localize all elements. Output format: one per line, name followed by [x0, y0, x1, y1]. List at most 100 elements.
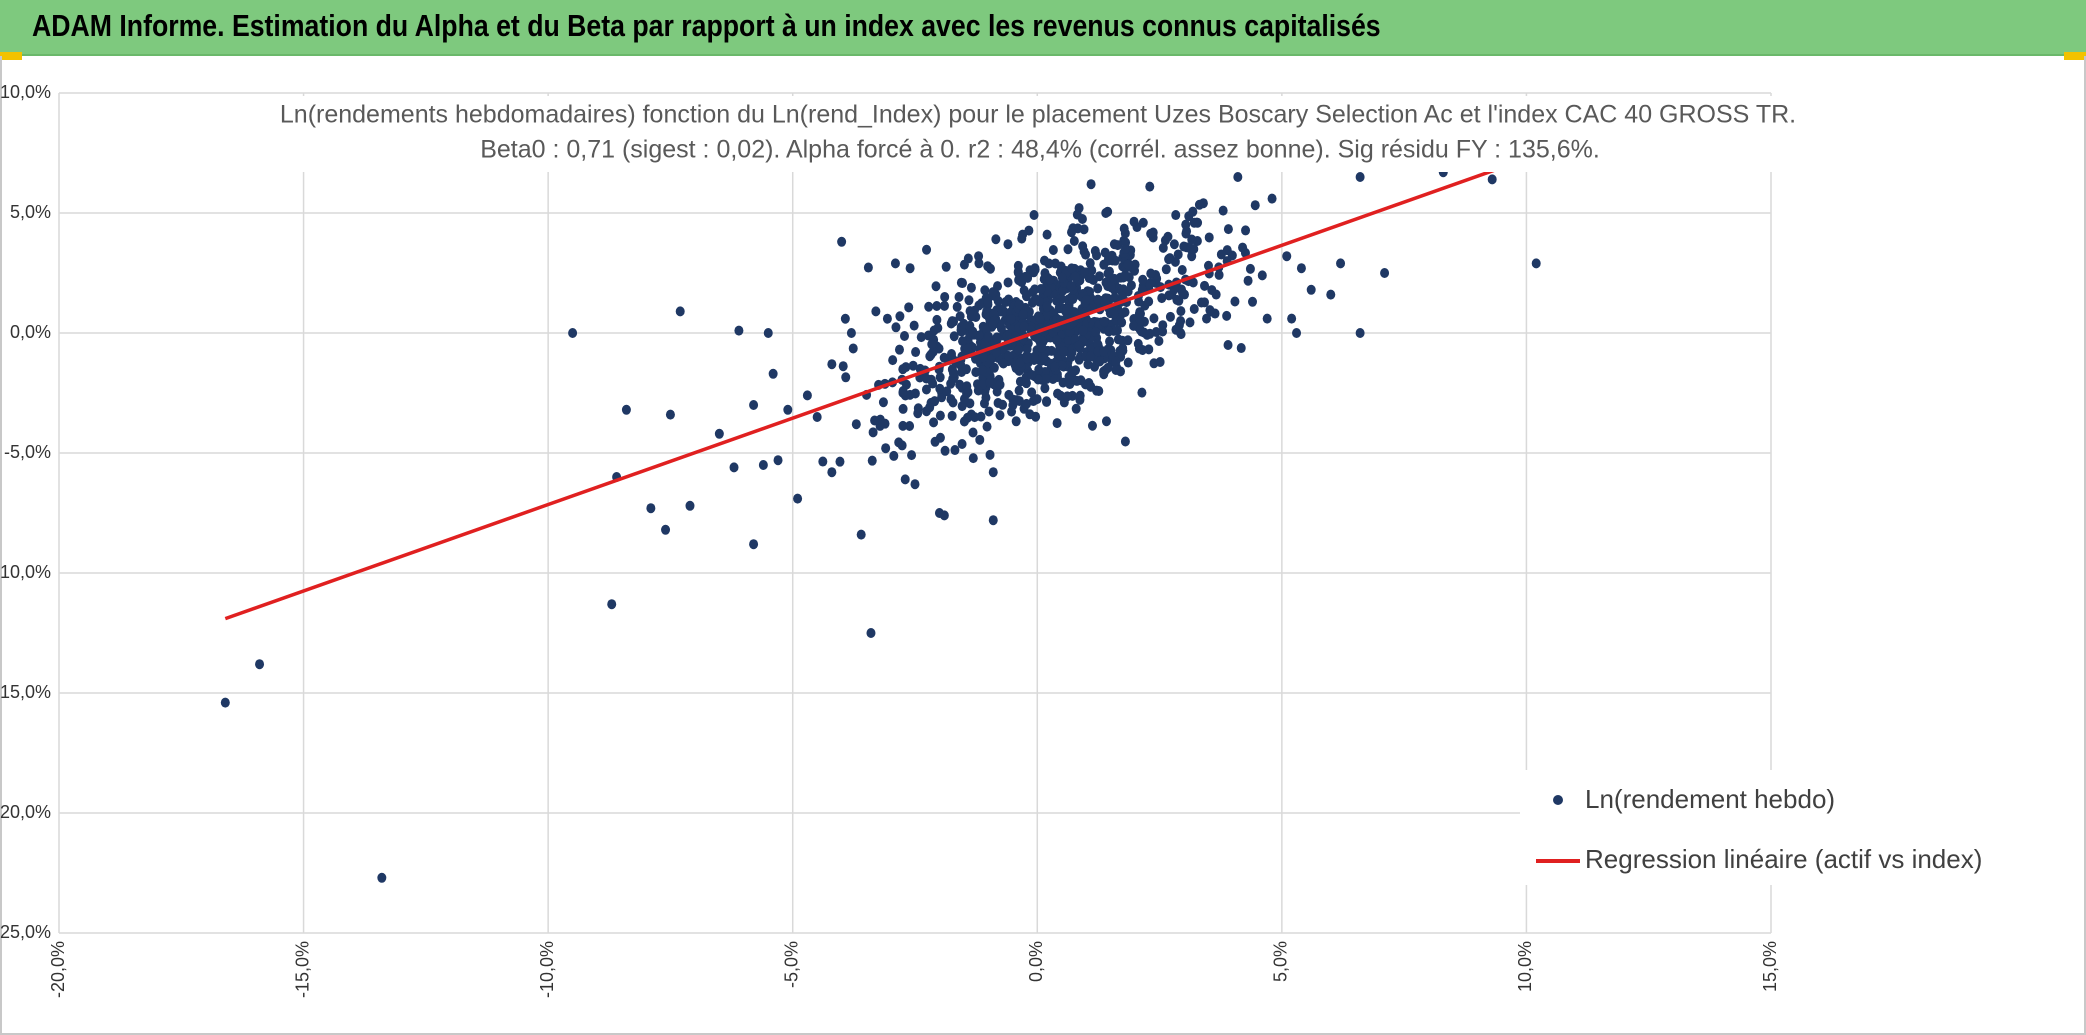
scatter-point: [955, 311, 965, 322]
scatter-point: [621, 404, 631, 415]
scatter-point: [1069, 307, 1079, 318]
scatter-point: [988, 515, 998, 526]
scatter-point: [1137, 387, 1147, 398]
scatter-point: [1053, 388, 1063, 399]
scatter-point: [968, 427, 978, 438]
x-tick-label: -20,0%: [48, 941, 68, 998]
scatter-point: [1079, 224, 1089, 235]
scatter-point: [1202, 313, 1212, 324]
scatter-point: [888, 355, 898, 366]
scatter-point: [948, 367, 958, 378]
scatter-point: [1135, 324, 1145, 335]
scatter-point: [942, 386, 952, 397]
scatter-point: [1230, 296, 1240, 307]
scatter-point: [998, 399, 1008, 410]
scatter-point: [925, 402, 935, 413]
scatter-point: [1380, 268, 1390, 278]
scatter-point: [983, 331, 993, 342]
scatter-point: [1355, 328, 1365, 338]
scatter-point: [924, 301, 934, 312]
scatter-point: [1204, 232, 1214, 243]
scatter-point: [932, 301, 942, 312]
chart-title-line2: Beta0 : 0,71 (sigest : 0,02). Alpha forc…: [480, 136, 1600, 164]
scatter-point: [922, 244, 932, 255]
scatter-point: [1119, 223, 1129, 234]
scatter-point: [1165, 311, 1175, 322]
scatter-point: [1189, 217, 1199, 228]
scatter-point: [965, 306, 975, 317]
scatter-point: [984, 406, 994, 417]
scatter-point: [1138, 274, 1148, 285]
scatter-point: [1108, 253, 1118, 264]
scatter-point: [880, 418, 890, 429]
scatter-point: [968, 326, 978, 337]
scatter-point: [1068, 294, 1078, 305]
scatter-point: [1066, 351, 1076, 362]
scatter-point: [1003, 239, 1013, 250]
scatter-point: [908, 360, 918, 371]
scatter-point: [1001, 296, 1011, 307]
scatter-point: [1123, 335, 1133, 346]
x-tick-label: 15,0%: [1760, 941, 1780, 992]
scatter-point: [1081, 295, 1091, 306]
scatter-point: [940, 291, 950, 302]
scatter-point: [1092, 250, 1102, 261]
scatter-point: [827, 359, 837, 370]
corner-marker-right: [2064, 52, 2086, 60]
scatter-point: [949, 316, 959, 327]
y-tick-label: 0,0%: [10, 322, 51, 342]
scatter-point: [1100, 247, 1110, 258]
scatter-point: [989, 362, 999, 373]
scatter-point: [946, 394, 956, 405]
scatter-point: [1045, 274, 1055, 285]
scatter-point: [1120, 270, 1130, 281]
scatter-point: [907, 450, 917, 461]
scatter-point: [1105, 336, 1115, 347]
scatter-point: [904, 302, 914, 313]
scatter-point: [959, 259, 969, 270]
scatter-point: [1326, 289, 1336, 300]
scatter-point: [685, 500, 695, 511]
scatter-point: [1155, 356, 1165, 367]
scatter-point: [871, 306, 881, 317]
y-tick-label: 5,0%: [10, 202, 51, 222]
scatter-point: [925, 351, 935, 362]
scatter-point: [935, 410, 945, 421]
scatter-point: [768, 368, 778, 379]
scatter-point: [956, 277, 966, 288]
scatter-point: [1013, 266, 1023, 277]
scatter-point: [939, 510, 949, 521]
scatter-point: [959, 394, 969, 405]
scatter-point: [868, 427, 878, 438]
scatter-point: [891, 322, 901, 333]
scatter-point: [1243, 275, 1253, 286]
scatter-point: [1218, 205, 1228, 216]
scatter-points: [220, 160, 1541, 883]
scatter-point: [881, 443, 891, 454]
scatter-point: [1161, 264, 1171, 275]
scatter-point: [1057, 272, 1067, 283]
scatter-point: [646, 503, 656, 514]
scatter-point: [783, 404, 793, 415]
scatter-point: [1176, 306, 1186, 317]
scatter-point: [932, 314, 942, 325]
scatter-point: [675, 306, 685, 317]
scatter-point: [898, 403, 908, 414]
scatter-point: [961, 364, 971, 375]
scatter-point: [1187, 234, 1197, 245]
scatter-point: [978, 365, 988, 376]
scatter-point: [1071, 403, 1081, 414]
scatter-point: [1189, 244, 1199, 254]
scatter-point: [1032, 333, 1042, 344]
scatter-point: [926, 374, 936, 385]
scatter-point: [1113, 334, 1123, 345]
scatter-point: [1145, 181, 1155, 192]
scatter-point: [1044, 258, 1054, 269]
scatter-point: [1042, 374, 1052, 385]
scatter-point: [1117, 317, 1127, 328]
scatter-point: [1149, 313, 1159, 324]
corner-marker-left: [0, 52, 22, 60]
scatter-point: [1120, 436, 1130, 447]
scatter-point: [890, 258, 900, 269]
